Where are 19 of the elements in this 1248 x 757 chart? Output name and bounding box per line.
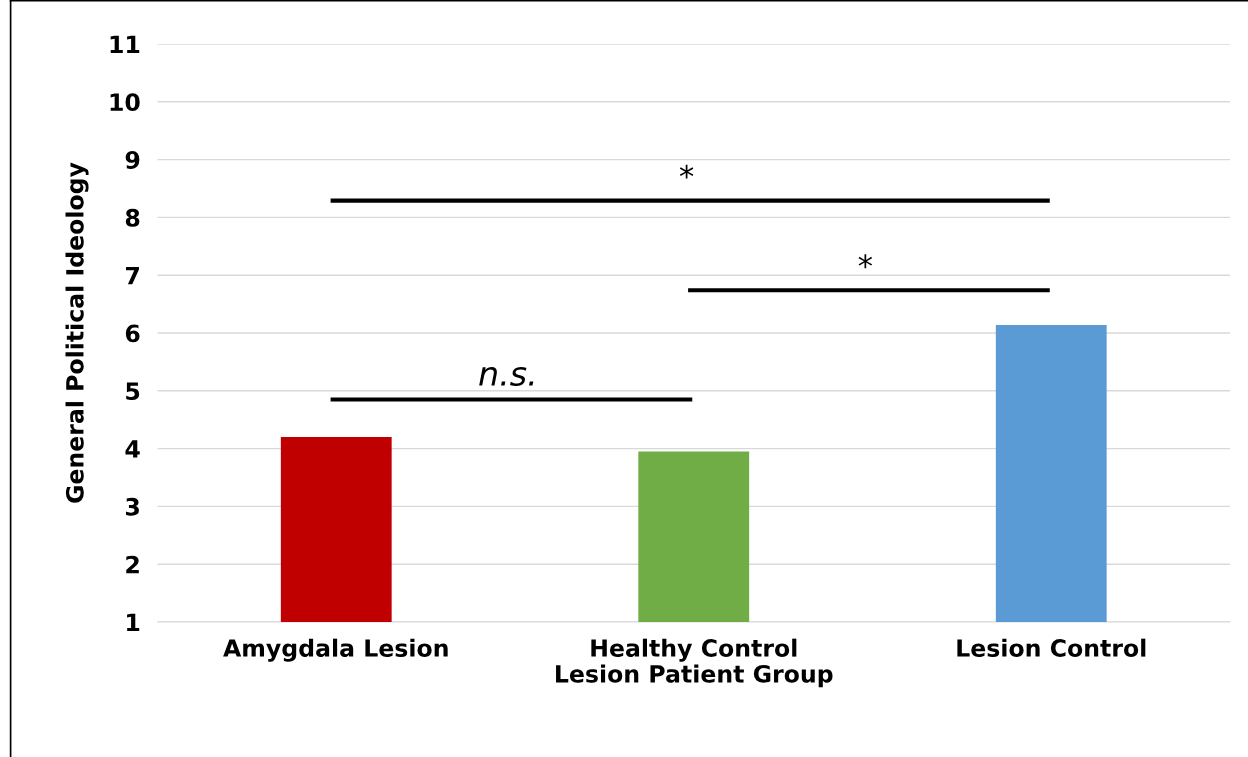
x-tick-label: Healthy Control	[591, 638, 797, 662]
x-tick-label: Lesion Control	[957, 638, 1146, 657]
y-tick-label: 3	[125, 497, 139, 516]
annotation: *	[679, 164, 694, 179]
y-tick-label: 9	[125, 151, 140, 169]
y-tick-label: 2	[126, 555, 139, 574]
y-tick-label: 6	[125, 324, 140, 343]
y-tick-label: 7	[125, 266, 139, 285]
y-tick-label: 11	[110, 35, 140, 53]
y-tick-label: 1	[127, 613, 140, 631]
y-tick-label: 5	[126, 382, 140, 401]
annotation: *	[858, 254, 873, 269]
x-tick-label: Amygdala Lesion	[223, 638, 448, 662]
y-tick-label: 10	[110, 93, 140, 112]
annotation: n.s.	[479, 366, 534, 387]
x-axis-title: Lesion Patient Group	[556, 664, 833, 688]
y-axis-title: General Political Ideology	[65, 162, 89, 503]
y-tick-label: 4	[125, 440, 140, 458]
y-tick-label: 8	[125, 208, 140, 227]
